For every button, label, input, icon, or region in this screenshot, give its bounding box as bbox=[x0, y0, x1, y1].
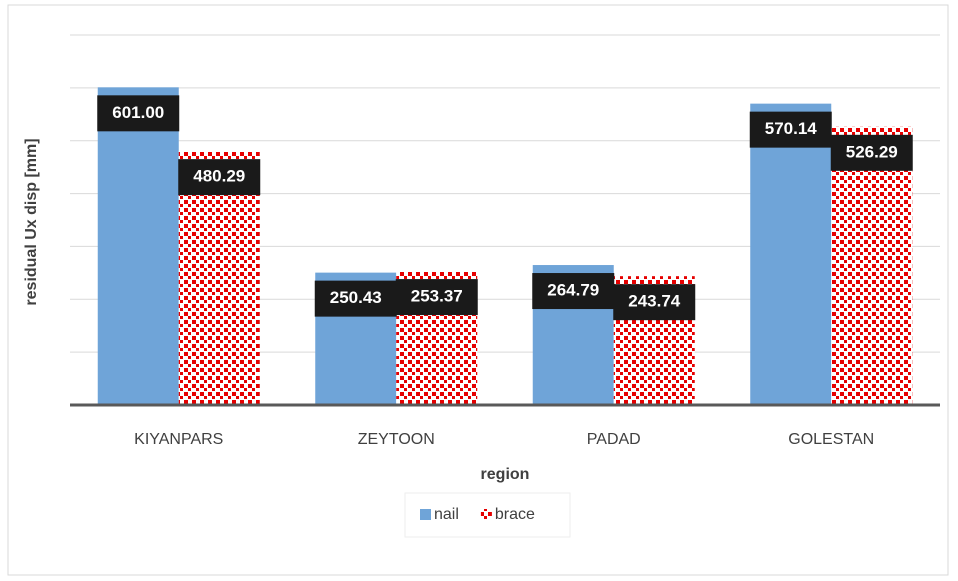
data-label: 253.37 bbox=[411, 287, 463, 306]
data-label: 243.74 bbox=[628, 292, 681, 311]
legend-label: brace bbox=[495, 506, 535, 523]
data-label: 480.29 bbox=[193, 167, 245, 186]
x-tick-label: ZEYTOON bbox=[358, 431, 435, 448]
legend-swatch bbox=[480, 509, 492, 520]
data-label-box bbox=[314, 280, 397, 317]
x-tick-label: KIYANPARS bbox=[134, 431, 223, 448]
data-label-box bbox=[749, 111, 832, 148]
data-label: 264.79 bbox=[547, 281, 599, 300]
x-tick-label: GOLESTAN bbox=[788, 431, 874, 448]
legend-swatch bbox=[420, 509, 431, 520]
data-label-box bbox=[178, 159, 261, 196]
data-label-box bbox=[830, 134, 913, 171]
y-axis-title: residual Ux disp [mm] bbox=[23, 138, 40, 305]
x-tick-label: PADAD bbox=[587, 431, 641, 448]
x-axis-title: region bbox=[481, 466, 530, 483]
bar bbox=[97, 87, 179, 405]
data-label: 526.29 bbox=[846, 142, 898, 161]
data-label: 250.43 bbox=[330, 288, 382, 307]
bar bbox=[750, 103, 832, 405]
data-label: 601.00 bbox=[112, 103, 164, 122]
bar bbox=[831, 126, 913, 405]
data-label-box bbox=[613, 284, 696, 321]
data-label-box bbox=[395, 279, 478, 316]
data-label-box bbox=[97, 95, 180, 132]
legend-label: nail bbox=[434, 506, 459, 523]
data-label: 570.14 bbox=[765, 119, 818, 138]
data-label-box bbox=[532, 273, 615, 310]
